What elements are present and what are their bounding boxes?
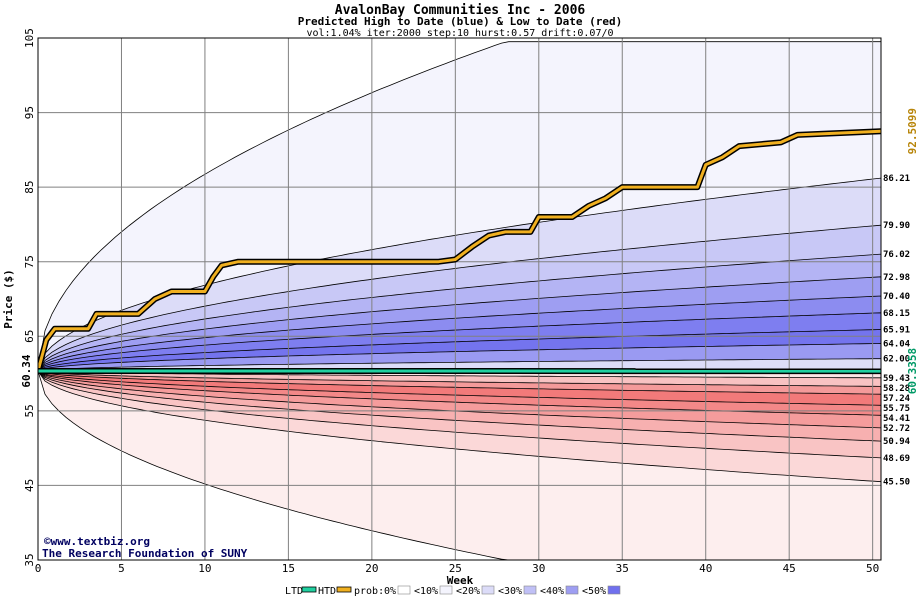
value-label: 50.94: [883, 437, 911, 447]
legend-item-label-1: <10%: [414, 586, 438, 597]
y-tick-label: 45: [23, 479, 36, 492]
y-tick-label: 105: [23, 28, 36, 48]
y-tick-label: 85: [23, 181, 36, 194]
legend: LTD HTD prob: 0% <10% <20% <30% <40% <50%: [285, 585, 621, 597]
high-band-9: [38, 358, 881, 372]
value-label: 79.90: [883, 221, 910, 231]
chart-subtitle: Predicted High to Date (blue) & Low to D…: [298, 15, 623, 28]
value-label: 76.02: [883, 250, 910, 260]
y-tick-label: 65: [23, 330, 36, 343]
legend-item-swatch-3: [523, 585, 537, 595]
value-label: 54.41: [883, 414, 910, 424]
chart-title: AvalonBay Communities Inc - 2006: [335, 3, 586, 18]
legend-item-label-3: <30%: [498, 586, 522, 597]
start-price-label: 60.34: [20, 354, 33, 387]
value-label: 64.04: [883, 339, 911, 349]
y-tick-label: 75: [23, 255, 36, 268]
credit-copyright: ©www.textbiz.org: [44, 535, 150, 548]
legend-prob-label: prob:: [354, 586, 384, 597]
value-label: 52.72: [883, 424, 910, 434]
value-label: 70.40: [883, 292, 910, 302]
legend-htd-swatch: [336, 586, 352, 593]
credit-org: The Research Foundation of SUNY: [42, 547, 248, 560]
legend-item-label-0: 0%: [384, 586, 396, 597]
x-tick-label: 10: [198, 562, 211, 575]
x-tick-label: 35: [616, 562, 629, 575]
x-tick-label: 40: [699, 562, 712, 575]
y-axis-label: Price ($): [2, 269, 15, 329]
value-label: 72.98: [883, 273, 910, 283]
legend-ltd-swatch: [301, 586, 317, 593]
plot-frame: [37, 37, 882, 561]
x-tick-label: 25: [449, 562, 462, 575]
value-label: 57.24: [883, 394, 911, 404]
y-tick-label: 95: [23, 106, 36, 119]
x-tick-label: 0: [35, 562, 42, 575]
x-axis-label: Week: [447, 574, 474, 587]
right-value-labels: 86.21 79.90 76.02 72.98 70.40 68.15 65.91 64.04…: [883, 174, 911, 488]
value-label: 86.21: [883, 174, 910, 184]
value-label: 58.28: [883, 384, 910, 394]
grid-lines: [37, 37, 881, 561]
legend-item-swatch-2: [481, 585, 495, 595]
x-tick-label: 30: [532, 562, 545, 575]
legend-htd-label: HTD: [318, 586, 336, 597]
y-tick-labels: 35 45 55 65 75 85 95 105: [23, 28, 36, 567]
y-tick-label: 55: [23, 404, 36, 417]
x-tick-label: 15: [282, 562, 295, 575]
value-label: 68.15: [883, 309, 910, 319]
value-label: 48.69: [883, 454, 910, 464]
x-tick-label: 5: [118, 562, 125, 575]
htd-line: [38, 129, 881, 372]
legend-item-swatch-0: [397, 585, 411, 595]
y-tick-label: 35: [23, 553, 36, 566]
legend-item-label-4: <40%: [540, 586, 564, 597]
value-label: 62.00: [883, 355, 910, 365]
legend-item-label-5: <50%: [582, 586, 606, 597]
legend-item-swatch-4: [565, 585, 579, 595]
probability-bands: [38, 41, 881, 560]
x-tick-label: 20: [365, 562, 378, 575]
legend-item-swatch-5: [607, 585, 621, 595]
legend-ltd-label: LTD: [285, 586, 303, 597]
legend-item-label-2: <20%: [456, 586, 480, 597]
x-tick-label: 45: [783, 562, 796, 575]
x-tick-labels: 0 5 10 15 20 25 30 35 40 45 50: [35, 562, 880, 575]
chart-params: vol:1.04% iter:2000 step:10 hurst:0.57 d…: [306, 28, 613, 39]
value-label: 55.75: [883, 404, 910, 414]
value-label: 59.43: [883, 374, 910, 384]
series-lines: [38, 128, 881, 375]
predicted-low-label: 60.3358: [906, 348, 919, 394]
value-label: 45.50: [883, 478, 910, 488]
value-label: 65.91: [883, 325, 910, 335]
x-tick-label: 50: [866, 562, 879, 575]
predicted-high-label: 92.5099: [906, 108, 919, 154]
legend-item-swatch-1: [439, 585, 453, 595]
